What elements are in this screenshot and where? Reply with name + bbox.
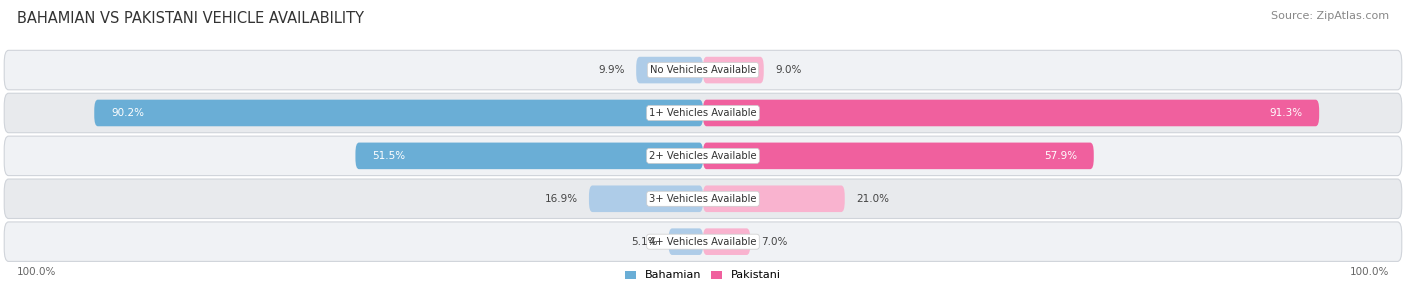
FancyBboxPatch shape [94, 100, 703, 126]
Text: 1+ Vehicles Available: 1+ Vehicles Available [650, 108, 756, 118]
Text: 51.5%: 51.5% [373, 151, 405, 161]
Text: 91.3%: 91.3% [1270, 108, 1302, 118]
Text: 4+ Vehicles Available: 4+ Vehicles Available [650, 237, 756, 247]
Text: 100.0%: 100.0% [1350, 267, 1389, 277]
FancyBboxPatch shape [4, 222, 1402, 261]
Legend: Bahamian, Pakistani: Bahamian, Pakistani [626, 271, 780, 281]
Text: 7.0%: 7.0% [762, 237, 787, 247]
FancyBboxPatch shape [703, 185, 845, 212]
FancyBboxPatch shape [703, 142, 1094, 169]
Text: 9.9%: 9.9% [599, 65, 624, 75]
Text: 100.0%: 100.0% [17, 267, 56, 277]
FancyBboxPatch shape [636, 57, 703, 83]
FancyBboxPatch shape [356, 142, 703, 169]
FancyBboxPatch shape [4, 136, 1402, 176]
FancyBboxPatch shape [703, 100, 1319, 126]
Text: BAHAMIAN VS PAKISTANI VEHICLE AVAILABILITY: BAHAMIAN VS PAKISTANI VEHICLE AVAILABILI… [17, 11, 364, 26]
Text: 90.2%: 90.2% [111, 108, 145, 118]
FancyBboxPatch shape [4, 93, 1402, 133]
FancyBboxPatch shape [4, 179, 1402, 219]
Text: 3+ Vehicles Available: 3+ Vehicles Available [650, 194, 756, 204]
FancyBboxPatch shape [4, 50, 1402, 90]
Text: 57.9%: 57.9% [1043, 151, 1077, 161]
FancyBboxPatch shape [589, 185, 703, 212]
FancyBboxPatch shape [703, 57, 763, 83]
Text: 2+ Vehicles Available: 2+ Vehicles Available [650, 151, 756, 161]
Text: Source: ZipAtlas.com: Source: ZipAtlas.com [1271, 11, 1389, 21]
Text: 21.0%: 21.0% [856, 194, 889, 204]
FancyBboxPatch shape [669, 228, 703, 255]
FancyBboxPatch shape [703, 228, 751, 255]
Text: 16.9%: 16.9% [544, 194, 578, 204]
Text: No Vehicles Available: No Vehicles Available [650, 65, 756, 75]
Text: 5.1%: 5.1% [631, 237, 658, 247]
Text: 9.0%: 9.0% [775, 65, 801, 75]
